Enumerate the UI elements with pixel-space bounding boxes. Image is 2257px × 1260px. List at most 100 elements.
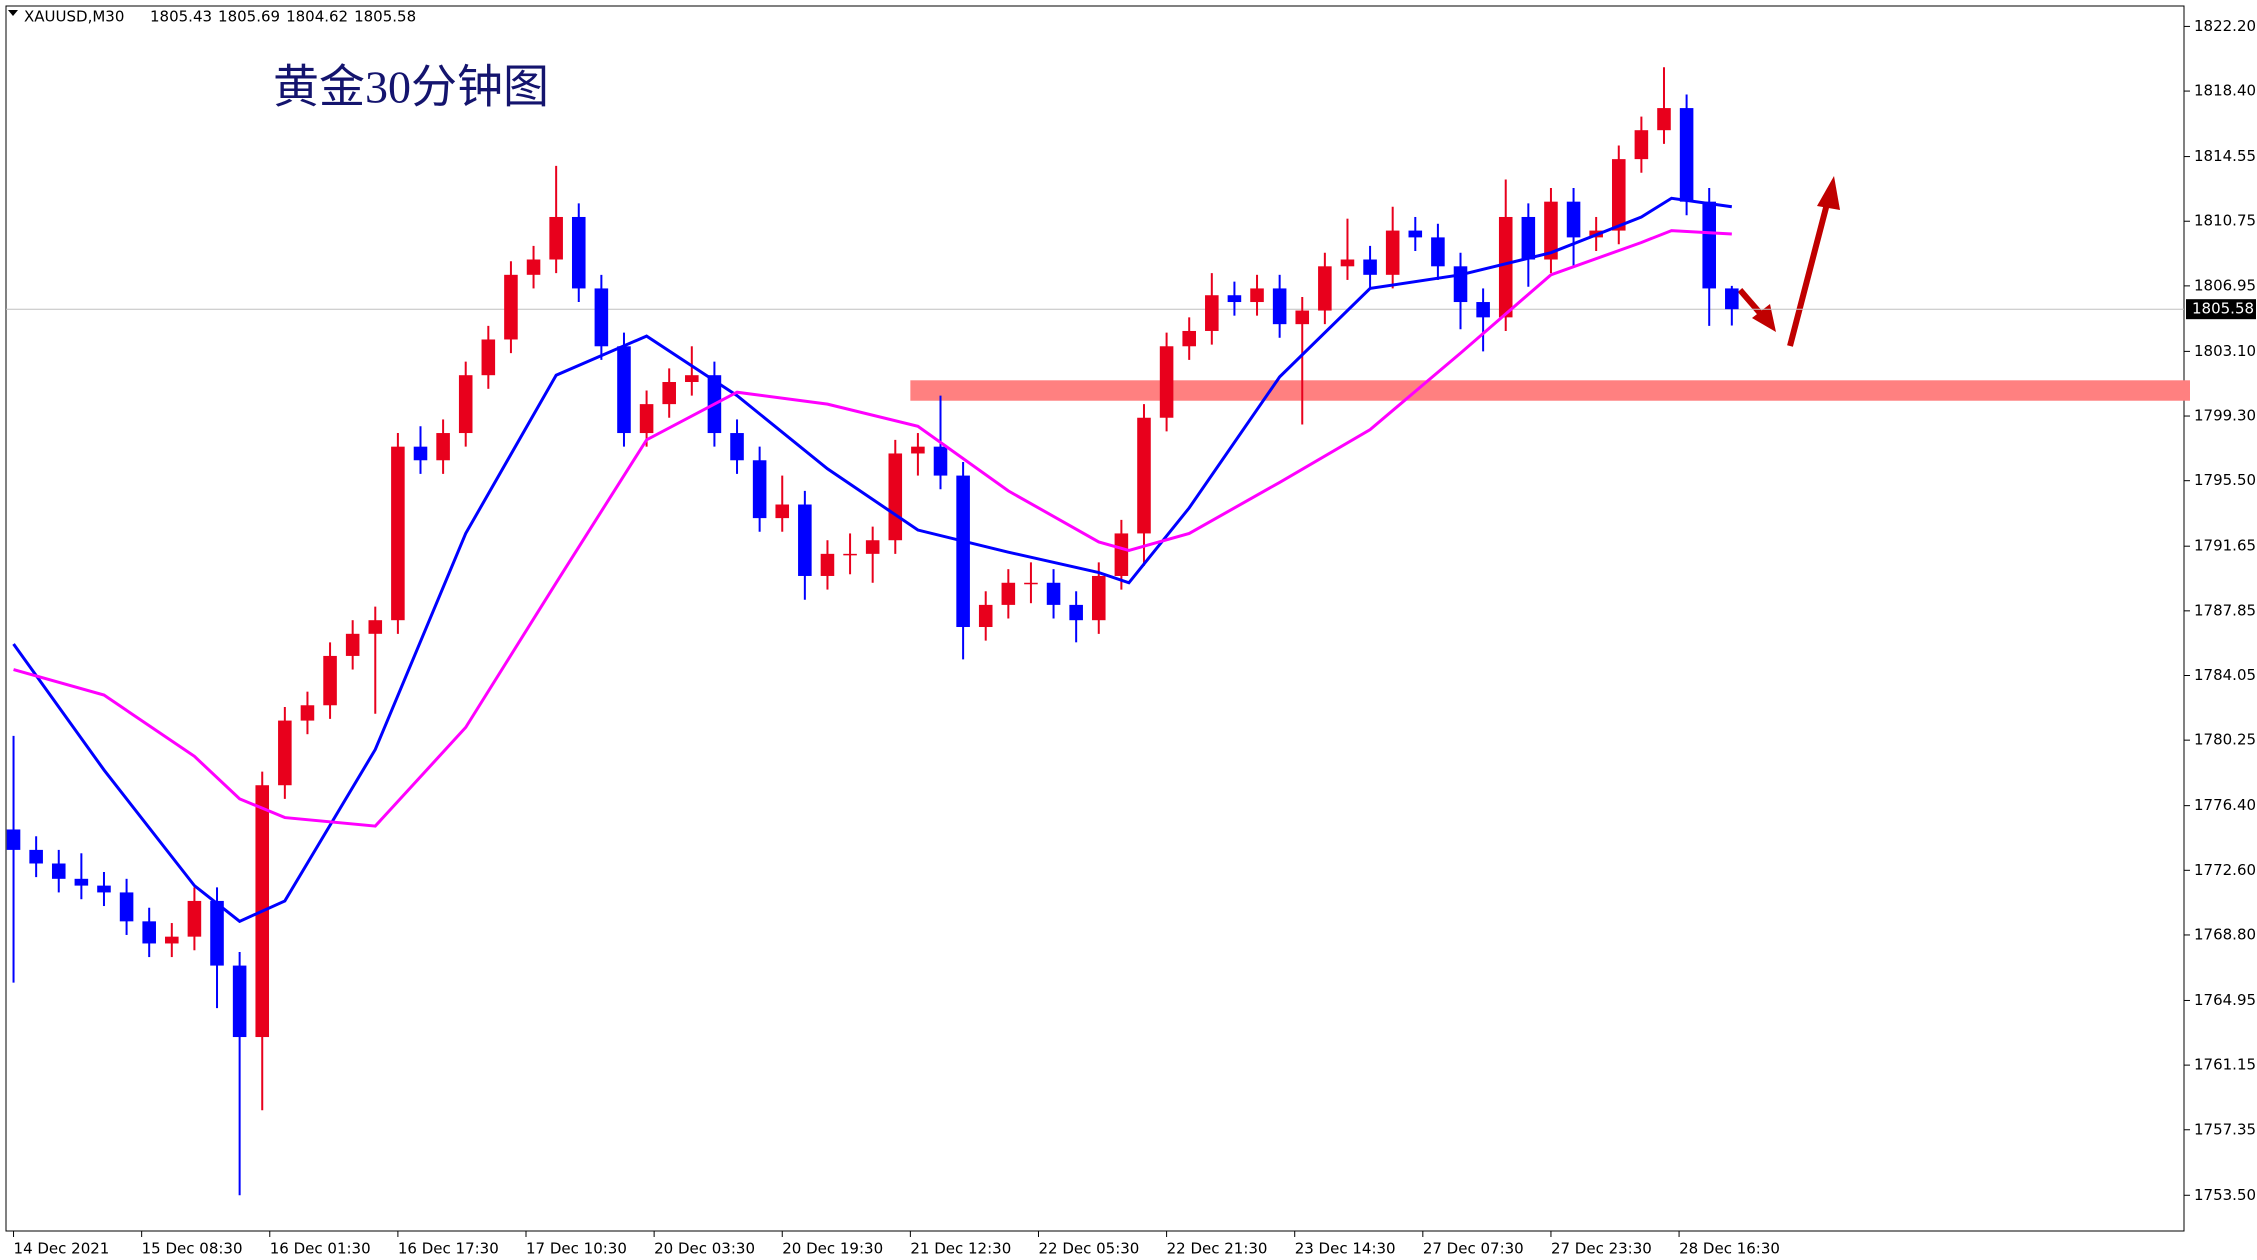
x-tick-label: 20 Dec 03:30	[654, 1240, 755, 1258]
candle-body	[29, 849, 43, 864]
chart-title: 黄金30分钟图	[273, 62, 549, 113]
candle-body	[888, 453, 903, 541]
candle-body	[820, 553, 835, 576]
candle-body	[1679, 108, 1694, 202]
header-value: 1805.43	[150, 8, 212, 26]
y-tick-label: 1761.15	[2194, 1056, 2256, 1074]
candle-body	[74, 878, 89, 886]
x-tick-label: 16 Dec 17:30	[398, 1240, 499, 1258]
candle-body	[1521, 216, 1536, 260]
candle-body	[1024, 582, 1038, 585]
candle-body	[1611, 159, 1626, 231]
candle-body	[1385, 230, 1400, 275]
candle-body	[571, 216, 586, 289]
y-tick-label: 1764.95	[2194, 991, 2256, 1009]
candle-body	[662, 382, 676, 405]
candle-body	[413, 446, 428, 461]
arrow-down-head	[1752, 304, 1776, 332]
candle-body	[1114, 533, 1129, 576]
candle-body	[639, 404, 654, 434]
candle-body	[1069, 604, 1083, 621]
candle-body	[6, 829, 21, 850]
candle-body	[368, 620, 383, 634]
annotation-arrows	[1737, 176, 1840, 347]
x-tick-label: 28 Dec 16:30	[1679, 1240, 1780, 1258]
candle-body	[956, 475, 970, 628]
candle-body	[1182, 330, 1196, 347]
candle-body	[1566, 201, 1581, 238]
candle-body	[51, 863, 66, 879]
candle-body	[1091, 575, 1106, 621]
y-tick-label: 1791.65	[2194, 537, 2256, 555]
candle-body	[165, 936, 179, 944]
candle-body	[323, 655, 337, 706]
candle-body	[526, 259, 541, 275]
candle-body	[210, 900, 224, 966]
candle-body	[1159, 346, 1174, 418]
moving-average	[12, 196, 1733, 924]
candle-body	[97, 885, 111, 893]
candle-body	[345, 633, 360, 656]
y-tick-label: 1818.40	[2194, 82, 2256, 100]
candle-body	[1363, 259, 1377, 275]
candle-body	[617, 346, 631, 434]
y-tick-label: 1772.60	[2194, 861, 2256, 879]
symbol: XAUUSD,M30	[24, 8, 124, 26]
y-tick-label: 1787.85	[2194, 601, 2256, 619]
candle-body	[775, 504, 790, 519]
candle-body	[1725, 288, 1739, 310]
candle-body	[1272, 288, 1287, 325]
x-tick-label: 22 Dec 21:30	[1167, 1240, 1268, 1258]
y-tick-label: 1795.50	[2194, 471, 2256, 489]
x-tick-label: 27 Dec 07:30	[1423, 1240, 1524, 1258]
candle-body	[391, 446, 405, 621]
candle-body	[933, 446, 948, 476]
candle-body	[300, 705, 315, 721]
candle-body	[752, 460, 767, 519]
header-icon	[8, 10, 18, 16]
candle-body	[436, 433, 450, 461]
candle-body	[594, 288, 609, 347]
candle-body	[187, 900, 202, 937]
x-tick-label: 21 Dec 12:30	[910, 1240, 1011, 1258]
candle-body	[1657, 108, 1671, 131]
x-tick-label: 14 Dec 2021	[14, 1240, 110, 1258]
y-tick-label: 1757.35	[2194, 1120, 2256, 1138]
candle-body	[1453, 266, 1468, 303]
x-tick-label: 16 Dec 01:30	[270, 1240, 371, 1258]
candle-body	[1295, 310, 1310, 325]
header-value: 1805.58	[354, 8, 416, 26]
candle-body	[730, 433, 744, 461]
header-value: 1804.62	[286, 8, 348, 26]
candle-body	[1634, 130, 1649, 160]
y-tick-label: 1780.25	[2194, 731, 2256, 749]
candle-body	[458, 375, 473, 434]
candle-body	[1137, 417, 1151, 534]
candle-body	[232, 965, 247, 1038]
y-tick-label: 1803.10	[2194, 342, 2256, 360]
candle-body	[1431, 237, 1445, 267]
x-tick-label: 15 Dec 08:30	[142, 1240, 243, 1258]
x-tick-label: 20 Dec 19:30	[782, 1240, 883, 1258]
candle-body	[1227, 295, 1242, 303]
arrow-up	[1787, 199, 1831, 347]
candle-body	[504, 274, 518, 340]
price-label: 1805.58	[2192, 300, 2254, 318]
y-tick-label: 1822.20	[2194, 17, 2256, 35]
moving-average	[13, 229, 1732, 828]
y-tick-label: 1810.75	[2194, 212, 2256, 230]
candle-body	[481, 339, 496, 376]
x-tick-label: 17 Dec 10:30	[526, 1240, 627, 1258]
candle-body	[549, 216, 563, 260]
arrow-up-head	[1817, 176, 1840, 210]
candle-body	[911, 446, 925, 454]
x-tick-label: 22 Dec 05:30	[1038, 1240, 1139, 1258]
candle-body	[142, 921, 156, 944]
price-label-box	[2186, 299, 2256, 320]
candle-body	[1046, 582, 1061, 605]
y-tick-label: 1776.40	[2194, 796, 2256, 814]
candle-body	[1476, 302, 1490, 318]
candle-body	[278, 720, 292, 786]
x-tick-label: 27 Dec 23:30	[1551, 1240, 1652, 1258]
